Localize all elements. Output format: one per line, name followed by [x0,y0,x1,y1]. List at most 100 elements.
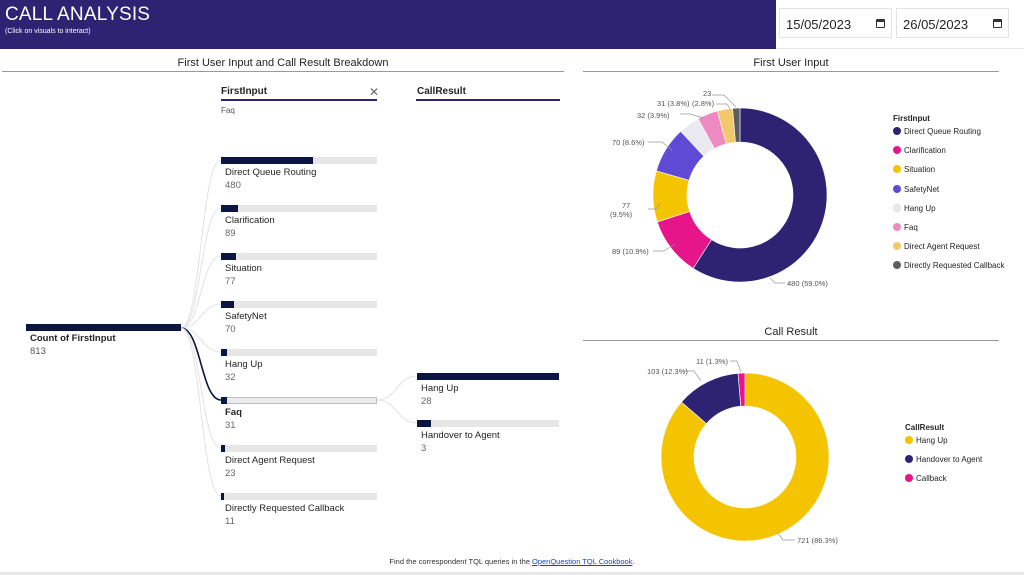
first-input-legend-title: FirstInput [893,114,930,123]
legend-item[interactable]: Situation [893,165,935,174]
node-label: Direct Queue Routing [225,167,317,178]
node-label: Situation [225,263,262,274]
node-value: 480 [225,180,241,191]
firstinput-node[interactable]: Situation 77 [221,253,381,293]
data-label: 103 (12.3%) [647,367,688,376]
leader-line [648,202,661,210]
donut-slice-hang-up[interactable] [660,372,830,542]
data-label: 31 (3.8%) [657,99,690,108]
donut-slice-direct-queue-routing[interactable] [692,107,828,283]
node-value: 23 [225,468,236,479]
callresult-node[interactable]: Handover to Agent 3 [417,420,577,460]
legend-label: Callback [916,474,947,483]
node-bar-track [221,205,377,212]
firstinput-node[interactable]: Clarification 89 [221,205,381,245]
legend-swatch [893,165,901,174]
end-date-input[interactable]: 26/05/2023 [896,8,1009,38]
node-label: Clarification [225,215,275,226]
root-label: Count of FirstInput [30,333,116,344]
legend-label: Hang Up [904,203,936,213]
date-range-slicer: 15/05/2023 26/05/2023 [776,0,1024,49]
call-result-chart-divider [583,340,999,341]
start-date-value: 15/05/2023 [786,17,852,32]
leader-line [680,113,705,119]
data-label: 77 [622,201,631,210]
legend-swatch [893,127,901,135]
calendar-icon[interactable] [876,19,885,28]
legend-item[interactable]: Callback [905,474,947,483]
legend-label: Hang Up [916,436,948,445]
bottom-divider [0,572,1024,575]
node-value: 89 [225,228,236,239]
leader-line [712,94,737,108]
footer-text-end: . [632,557,635,566]
donut-slice-directly-requested-callback[interactable] [732,107,741,143]
node-label: Directly Requested Callback [225,503,345,514]
node-label: Hang Up [225,359,263,370]
call-result-legend-title: CallResult [905,423,945,432]
legend-item[interactable]: Faq [893,223,918,232]
legend-swatch [893,223,901,231]
first-input-chart-title: First User Input [753,57,829,69]
leader-line [684,370,702,382]
firstinput-node[interactable]: Faq 31 [221,397,381,437]
page-subtitle: (Click on visuals to interact) [5,28,91,35]
callresult-column-header: CallResult [417,86,466,97]
node-label: Hang Up [421,383,459,394]
firstinput-node[interactable]: Directly Requested Callback 11 [221,493,381,533]
root-bar[interactable] [26,324,181,331]
data-label: (2.8%) [692,99,715,108]
data-label: 89 (10.9%) [612,247,649,256]
firstinput-filter-value: Faq [221,106,235,115]
legend-label: Clarification [904,146,946,156]
legend-item[interactable]: Direct Queue Routing [893,127,981,136]
node-label: Handover to Agent [421,430,500,441]
node-value: 3 [421,443,427,454]
donut-slice-callback[interactable] [737,372,746,407]
footer-note: Find the correspondent TQL queries in th… [0,557,1024,566]
legend-label: Direct Queue Routing [904,127,981,136]
legend-swatch [905,455,913,463]
node-bar-fill [221,253,236,260]
data-label: 721 (86.3%) [797,536,838,545]
calendar-icon[interactable] [993,19,1002,28]
legend-item[interactable]: Direct Agent Request [893,242,980,251]
data-label: 11 (1.3%) [696,357,728,366]
legend-swatch [893,184,901,193]
leader-line [716,103,731,110]
firstinput-node[interactable]: Direct Agent Request 23 [221,445,381,485]
call-result-chart-title: Call Result [764,326,818,338]
firstinput-node[interactable]: SafetyNet 70 [221,301,381,341]
callresult-header-underline [416,99,560,101]
node-value: 70 [225,324,236,335]
node-bar-track [221,301,377,308]
cookbook-link[interactable]: OpenQuestion TQL Cookbook [532,557,633,566]
firstinput-node[interactable]: Hang Up 32 [221,349,381,389]
root-value: 813 [30,346,46,357]
legend-label: Directly Requested Callback [904,261,1005,271]
callresult-node[interactable]: Hang Up 28 [417,373,577,413]
legend-item[interactable]: Handover to Agent [905,455,982,464]
first-input-chart-divider [583,71,999,72]
legend-label: Handover to Agent [916,455,983,464]
legend-item[interactable]: Hang Up [893,203,936,213]
legend-label: Situation [904,165,936,175]
legend-item[interactable]: Clarification [893,146,946,155]
legend-swatch [893,242,901,251]
legend-item[interactable]: SafetyNet [893,184,939,194]
tree-title: First User Input and Call Result Breakdo… [177,57,389,69]
legend-item[interactable]: Hang Up [905,436,948,445]
tree-title-divider [2,71,564,72]
legend-item[interactable]: Directly Requested Callback [893,261,1005,270]
node-bar-fill [417,420,431,427]
start-date-input[interactable]: 15/05/2023 [779,8,892,38]
close-icon[interactable]: ✕ [369,85,380,99]
firstinput-node[interactable]: Direct Queue Routing 480 [221,157,381,197]
node-value: 77 [225,276,236,287]
node-bar-fill [221,397,227,404]
data-label: 70 (8.6%) [612,138,645,147]
node-bar-track [221,349,377,356]
node-bar-track [221,493,377,500]
